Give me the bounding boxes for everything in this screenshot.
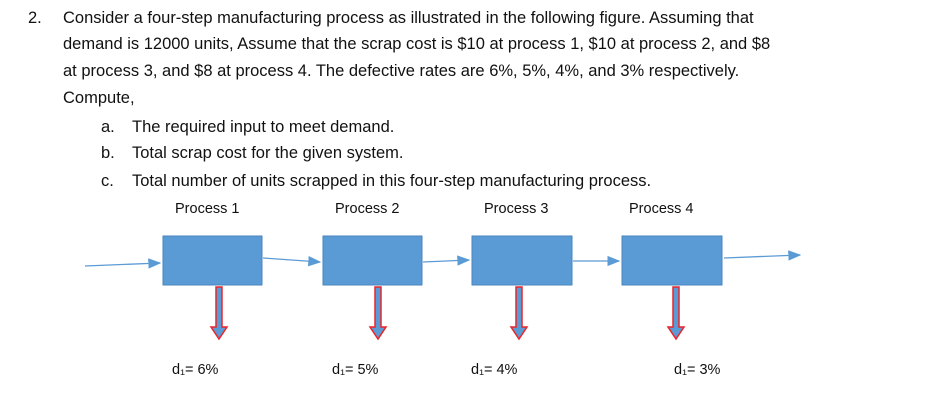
process-box	[162, 235, 263, 286]
scrap-arrow	[666, 286, 686, 341]
defect-label: d₁= 6%	[172, 362, 219, 378]
item-text: Total number of units scrapped in this f…	[132, 172, 652, 190]
process-box	[621, 235, 723, 286]
defect-label: d₁= 5%	[332, 362, 379, 378]
question-line: Consider a four-step manufacturing proce…	[63, 9, 754, 27]
scrap-arrow	[509, 286, 529, 341]
item-text: Total scrap cost for the given system.	[132, 144, 404, 162]
flow-arrow	[262, 255, 322, 267]
flow-arrow	[422, 255, 471, 266]
defect-label: d₁= 4%	[471, 362, 518, 378]
question-line: demand is 12000 units, Assume that the s…	[63, 35, 771, 53]
process-box	[322, 235, 423, 286]
process-label: Process 3	[484, 201, 549, 217]
process-box	[471, 235, 573, 286]
item-marker: a.	[101, 118, 115, 136]
item-marker: b.	[101, 144, 115, 162]
item-marker: c.	[101, 172, 114, 190]
defect-label: d₁= 3%	[674, 362, 721, 378]
question-line: at process 3, and $8 at process 4. The d…	[63, 62, 740, 80]
flow-arrow	[84, 258, 162, 269]
scrap-arrow	[368, 286, 388, 341]
scrap-arrow	[209, 286, 229, 341]
item-text: The required input to meet demand.	[132, 118, 395, 136]
question-number: 2.	[28, 9, 42, 27]
process-label: Process 2	[335, 201, 400, 217]
process-label: Process 1	[175, 201, 240, 217]
question-line: Compute,	[63, 89, 135, 107]
flow-arrow	[723, 250, 802, 261]
process-label: Process 4	[629, 201, 694, 217]
